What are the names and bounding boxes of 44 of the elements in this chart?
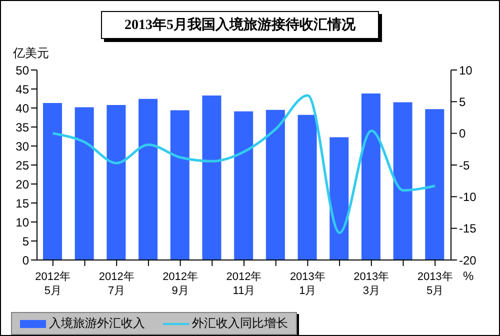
bar [234,111,254,260]
y2-axis-title: % [463,269,474,283]
bar [106,104,126,260]
chart-title: 2013年5月我国入境旅游接待收汇情况 [101,11,379,39]
y2-tick-label: 10 [459,63,473,78]
y-tick-label: 5 [22,234,30,248]
line-series [52,94,436,234]
x-tick-label: 2012年 7月 [98,271,134,297]
x-tick-label: 2013年 1月 [290,271,326,297]
bar [425,109,444,260]
y2-tick-label: -20 [459,253,477,268]
legend-label: 外汇收入同比增长 [192,315,288,332]
bar [393,102,412,260]
bar [74,107,94,260]
y2-tick-label: 5 [459,94,466,109]
y-axis-title: 亿美元 [13,45,49,62]
y-tick-label: 50 [16,63,30,78]
y-tick-label: 35 [16,120,30,134]
x-tick-label: 2012年 9月 [162,271,198,297]
y-tick-label: 30 [16,139,30,154]
bar [330,137,349,260]
bar [170,110,190,260]
bar [202,95,222,260]
y-tick-label: 45 [16,82,30,96]
bar [43,103,62,260]
x-tick-label: 2013年 3月 [354,271,390,297]
bar [138,98,158,260]
legend-label: 入境旅游外汇收入 [49,315,145,332]
x-tick-label: 2012年 5月 [35,271,71,297]
bar [298,114,317,260]
y-tick-label: 40 [16,101,30,116]
y-tick-label: 25 [16,158,30,172]
x-tick-label: 2013年 5月 [417,271,453,297]
y2-tick-label: -5 [459,158,470,172]
y-tick-label: 10 [16,215,30,230]
y2-tick-label: -15 [459,222,477,236]
y2-tick-label: -10 [459,190,477,204]
x-tick-label: 2012年 11月 [226,271,262,297]
y-tick-label: 0 [22,253,30,268]
y-tick-label: 15 [16,196,30,210]
bar [361,94,380,260]
bar [266,110,285,260]
y2-tick-label: 0 [459,126,466,141]
y-tick-label: 20 [16,177,30,192]
